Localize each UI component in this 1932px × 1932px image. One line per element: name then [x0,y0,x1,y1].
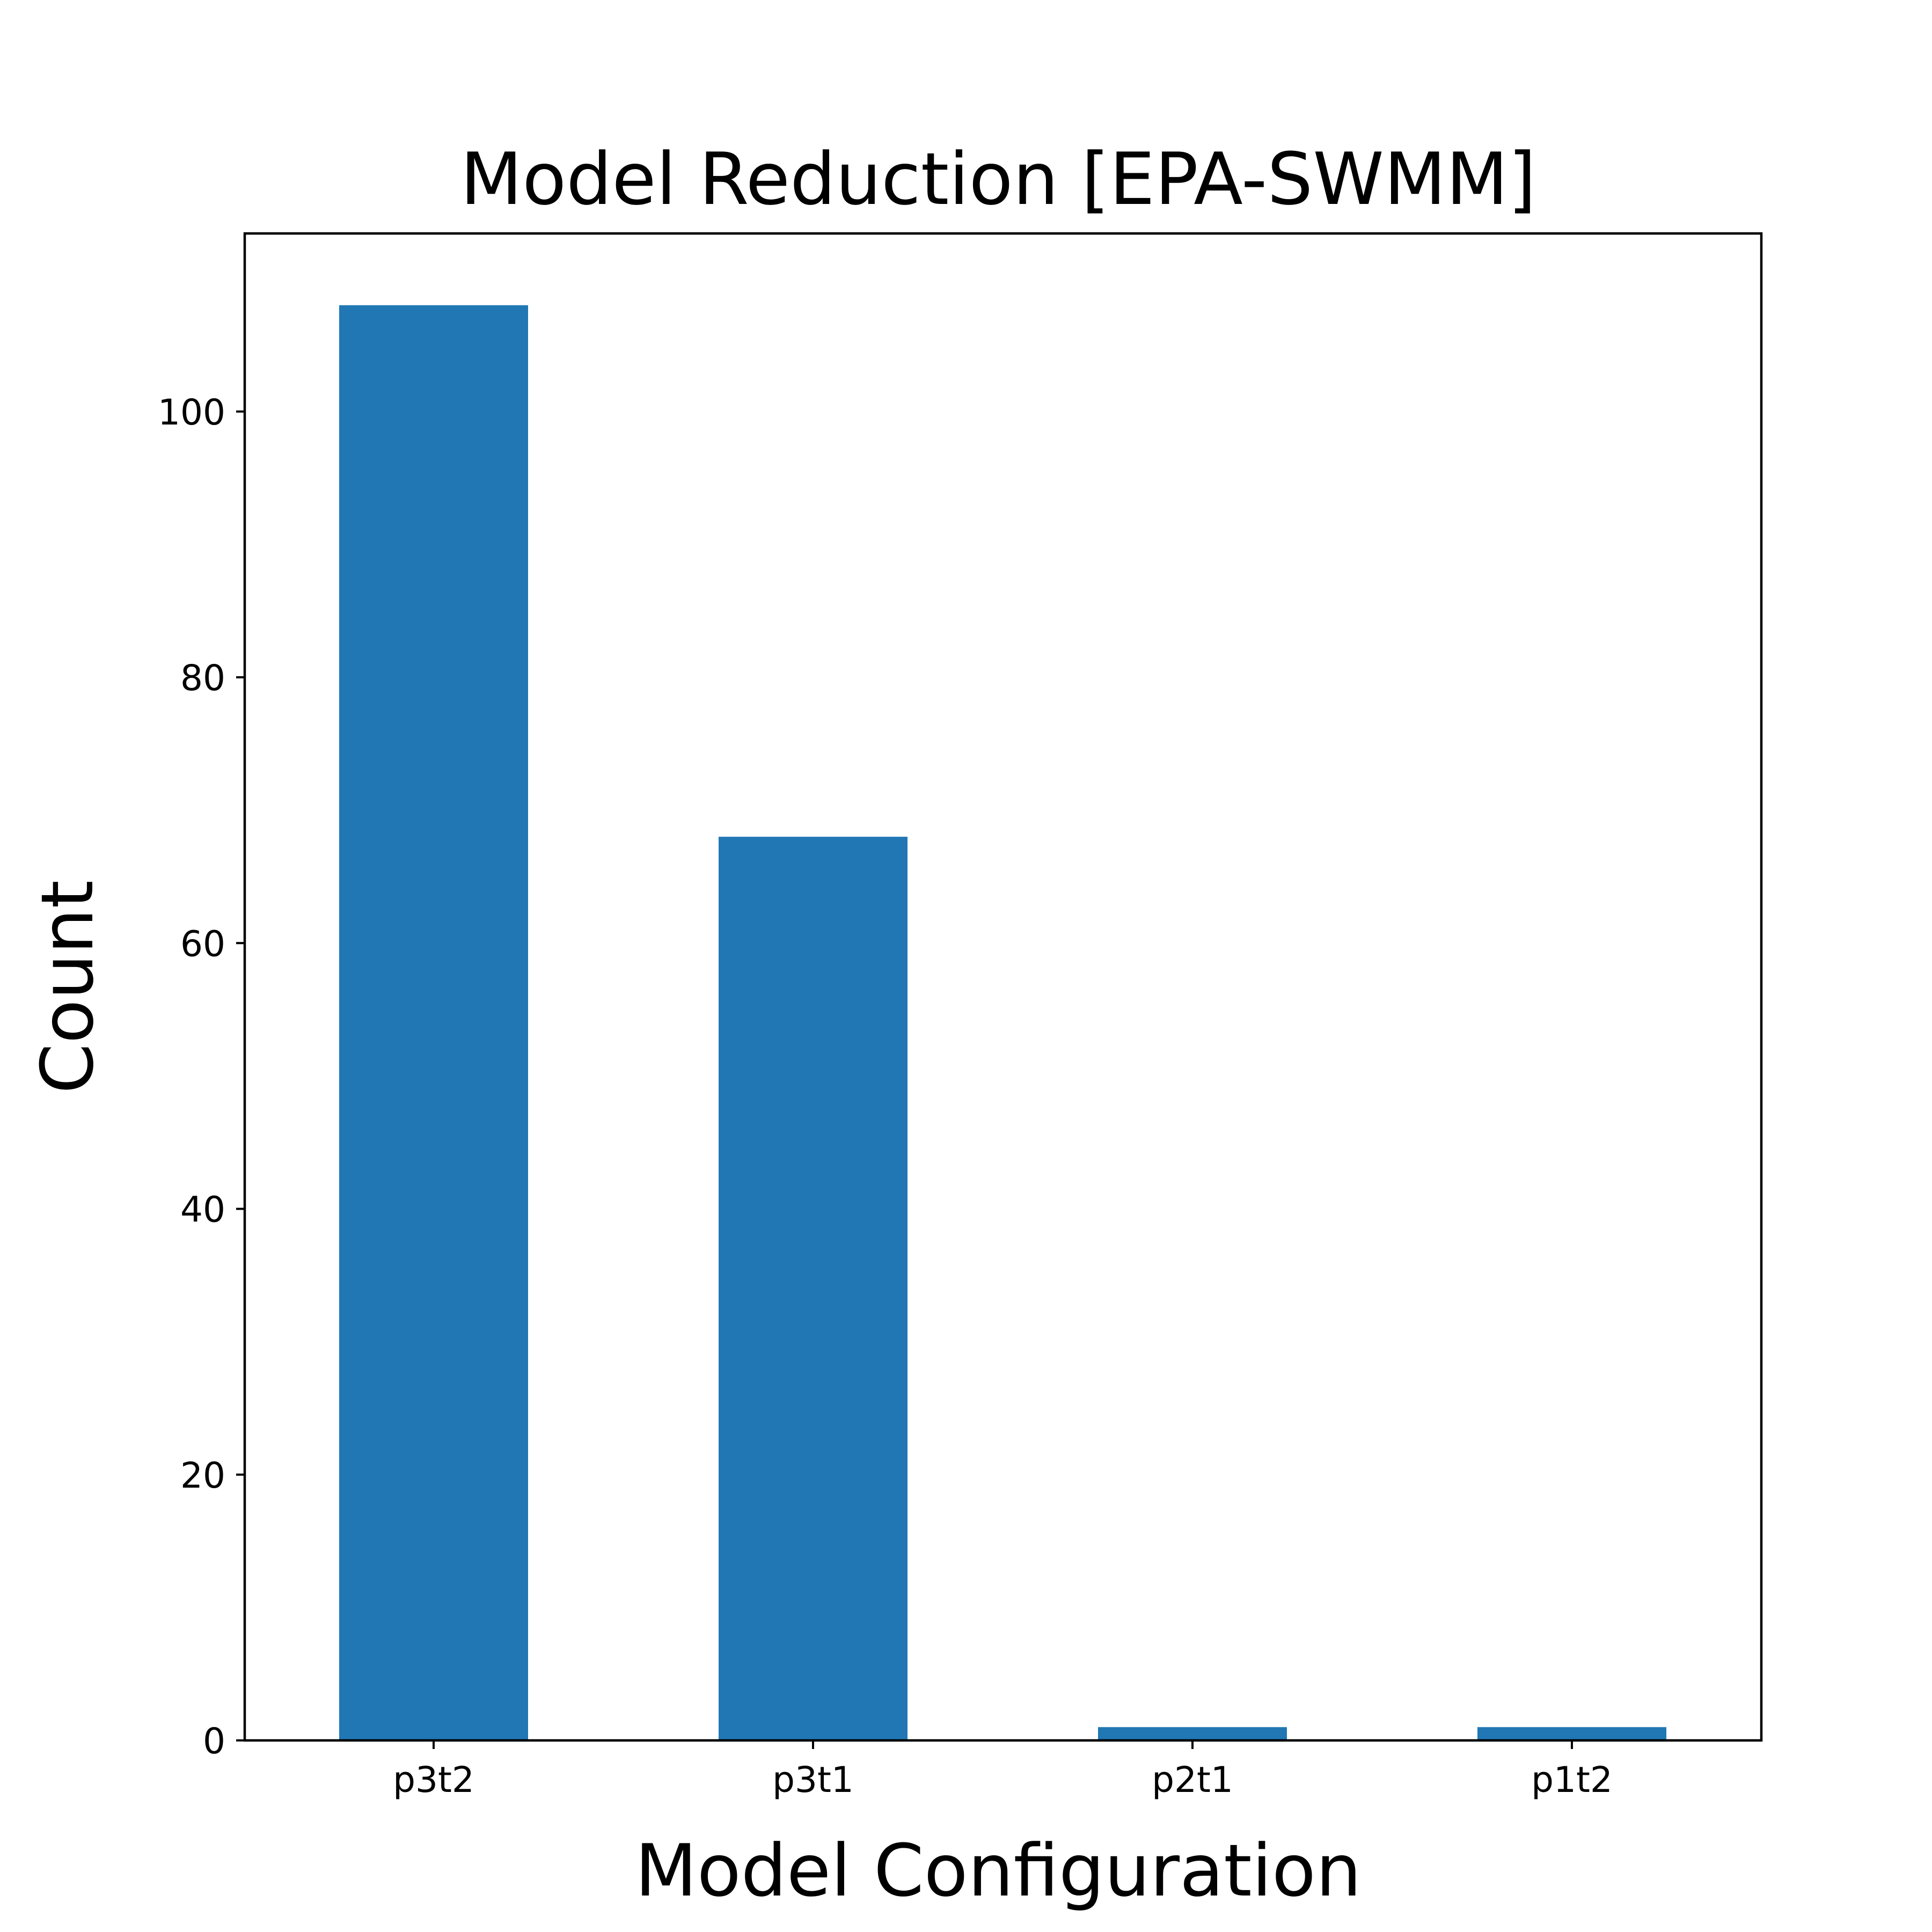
x-tick-label: p2t1 [1152,1759,1233,1801]
y-tick-label: 60 [180,923,225,964]
y-tick-label: 100 [158,392,225,433]
bar-p3t2 [339,305,528,1740]
y-tick-label: 20 [180,1455,225,1496]
y-axis: 0 20 40 60 80 100 [158,392,245,1762]
chart-title: Model Reduction [EPA-SWMM] [460,137,1536,221]
bars-group [339,305,1666,1740]
y-tick-label: 40 [180,1189,225,1231]
plot-area-frame [243,232,1763,1742]
x-axis-title: Model Configuration [635,1829,1362,1913]
y-axis-title: Count [26,880,109,1094]
y-tick-label: 0 [203,1721,225,1762]
x-tick-label: p1t2 [1531,1759,1613,1801]
bar-p1t2 [1477,1727,1666,1740]
bar-p3t1 [719,837,908,1740]
x-axis: p3t2 p3t1 p2t1 p1t2 [393,1740,1613,1801]
y-tick-label: 80 [180,657,225,699]
bar-p2t1 [1098,1727,1287,1740]
x-tick-label: p3t2 [393,1759,474,1801]
x-tick-label: p3t1 [772,1759,854,1801]
